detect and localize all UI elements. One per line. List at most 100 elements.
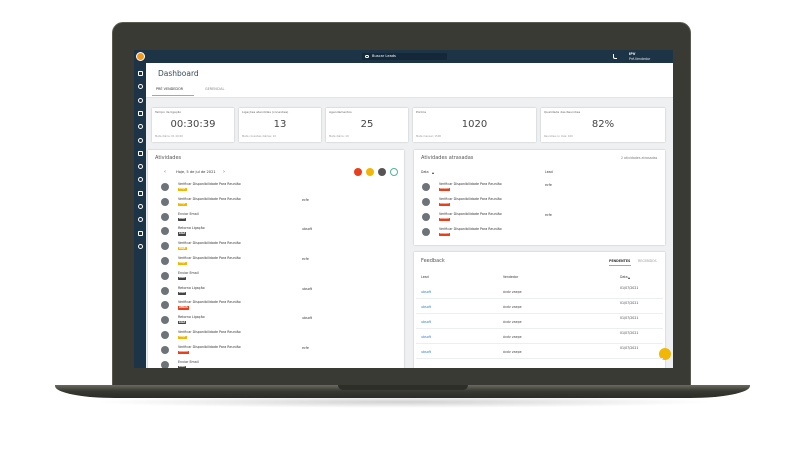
activity-icon xyxy=(161,212,169,221)
activity-icon xyxy=(422,228,430,236)
activity-title[interactable]: Retorno Ligação xyxy=(178,226,205,231)
feedback-date: 01/07/2021 xyxy=(620,331,639,335)
feedback-date: 01/07/2021 xyxy=(620,316,639,320)
panel-title: Atividades atrasadas xyxy=(421,155,474,161)
activity-lead[interactable]: ecfe xyxy=(302,345,309,350)
sidebar-icon[interactable] xyxy=(137,124,143,130)
activities-panel xyxy=(148,150,404,368)
feedback-lead[interactable]: ubsoft xyxy=(421,290,431,294)
activity-title[interactable]: Verificar Disponibilidade Para Reunião xyxy=(178,196,241,201)
sidebar-icon[interactable] xyxy=(137,204,143,209)
prev-day[interactable]: ‹ xyxy=(164,169,166,175)
sidebar-icon[interactable] xyxy=(137,190,143,196)
feedback-lead[interactable]: ubsoft xyxy=(421,335,431,339)
activity-title[interactable]: Verificar Disponibilidade Para Reunião xyxy=(178,330,241,334)
filter-dot[interactable] xyxy=(378,168,386,176)
activity-title[interactable]: Verificar Disponibilidade Para Reunião xyxy=(439,182,502,186)
feedback-tab[interactable]: PENDENTES xyxy=(609,259,631,263)
activity-lead[interactable]: ubsoft xyxy=(302,286,312,291)
activity-title[interactable]: Verificar Disponibilidade Para Reunião xyxy=(439,227,502,231)
kpi-goal: Meta diária: 01:10:00 xyxy=(155,135,183,138)
activity-lead[interactable]: ubsoft xyxy=(302,227,312,232)
phone-icon[interactable] xyxy=(613,54,617,59)
activity-title[interactable]: Enviar Email xyxy=(178,211,199,216)
column-header: Lead xyxy=(545,170,553,174)
sidebar-icon[interactable] xyxy=(137,243,143,249)
filter-dot[interactable] xyxy=(390,168,398,176)
panel-title: Atividades xyxy=(155,155,182,161)
activity-icon xyxy=(161,345,169,354)
activity-title[interactable]: Retorno Ligação xyxy=(178,285,205,290)
sidebar-icon[interactable] xyxy=(137,84,143,90)
sidebar-icon[interactable] xyxy=(137,150,143,156)
sidebar xyxy=(134,63,146,368)
feedback-tab[interactable]: RECEBIDOS xyxy=(638,259,657,263)
activity-icon xyxy=(161,242,169,251)
sidebar-icon[interactable] xyxy=(137,71,143,76)
activity-tag: LIGA xyxy=(178,290,187,295)
feedback-lead[interactable]: ubsoft xyxy=(421,305,431,309)
search-placeholder[interactable]: Buscar Leads xyxy=(372,53,396,58)
activity-tag: LIGA xyxy=(178,320,187,325)
activity-title[interactable]: Enviar Email xyxy=(178,359,199,364)
tab[interactable]: PRÉ VENDEDOR xyxy=(156,87,184,91)
activity-tag: ATRAS xyxy=(178,350,189,354)
title-bar xyxy=(146,63,673,98)
activity-title[interactable]: Verificar Disponibilidade Para Reunião xyxy=(178,241,241,246)
activity-tag: HOJE xyxy=(178,335,187,340)
filter-dot[interactable] xyxy=(354,168,362,176)
activity-title[interactable]: Verificar Disponibilidade Para Reunião xyxy=(439,212,502,216)
activity-title[interactable]: Verificar Disponibilidade Para Reunião xyxy=(178,256,241,260)
sidebar-icon[interactable] xyxy=(137,230,143,236)
activity-icon xyxy=(422,198,430,206)
kpi-value: 13 xyxy=(273,119,287,130)
sidebar-icon[interactable] xyxy=(137,97,143,103)
help-button[interactable] xyxy=(659,348,671,360)
activity-title[interactable]: Verificar Disponibilidade Para Reunião xyxy=(178,300,241,305)
feedback-date: 01/07/2021 xyxy=(620,301,639,305)
activity-icon xyxy=(422,213,430,221)
feedback-lead[interactable]: ubsoft xyxy=(421,350,431,354)
activity-lead[interactable]: ecfe xyxy=(302,197,309,202)
kpi-goal: Meta conexões diárias: 10 xyxy=(242,135,276,138)
sidebar-icon[interactable] xyxy=(137,217,143,223)
activity-lead[interactable]: ubsoft xyxy=(302,316,312,321)
activity-lead[interactable]: ecfe xyxy=(545,183,552,187)
activity-lead[interactable]: ecfe xyxy=(545,213,552,217)
activity-title[interactable]: Enviar Email xyxy=(178,270,199,275)
row-divider xyxy=(416,313,663,314)
tab[interactable]: GERENCIAL xyxy=(205,87,225,91)
filter-dot[interactable] xyxy=(366,168,374,176)
sidebar-icon[interactable] xyxy=(137,110,143,116)
activity-tag: LIGA xyxy=(178,364,187,368)
activity-icon xyxy=(161,301,169,310)
kpi-value: 25 xyxy=(360,119,374,130)
kpi-goal: Meta diária: 10 xyxy=(329,135,349,138)
kpi-label: Qualidade das Reuniões xyxy=(544,110,581,114)
next-day[interactable]: › xyxy=(223,169,225,175)
activity-title[interactable]: Verificar Disponibilidade Para Reunião xyxy=(439,197,502,201)
kpi-value: 82% xyxy=(591,119,615,130)
feedback-lead[interactable]: ubsoft xyxy=(421,320,431,324)
activity-title[interactable]: Verificar Disponibilidade Para Reunião xyxy=(178,344,241,349)
panel-title: Feedback xyxy=(421,258,445,264)
kpi-label: Pontos xyxy=(416,110,427,114)
user-name[interactable]: IPV xyxy=(629,52,636,56)
search-box[interactable] xyxy=(362,53,447,60)
activity-date: Hoje, 5 de jul de 2021 xyxy=(176,170,216,174)
activity-lead[interactable]: ecfe xyxy=(302,257,309,261)
row-divider xyxy=(416,343,663,344)
activity-tag: LIGA xyxy=(178,231,187,236)
sidebar-icon[interactable] xyxy=(137,164,143,170)
activity-icon xyxy=(161,197,169,206)
activity-title[interactable]: Verificar Disponibilidade Para Reunião xyxy=(178,182,241,186)
sidebar-icon[interactable] xyxy=(137,137,143,143)
activity-tag: LIGA xyxy=(178,216,187,221)
sidebar-icon[interactable] xyxy=(137,177,143,183)
feedback-tab-underline xyxy=(609,265,631,266)
activity-icon xyxy=(161,360,169,368)
activity-title[interactable]: Retorno Ligação xyxy=(178,315,205,320)
activity-icon xyxy=(161,271,169,280)
kpi-card xyxy=(152,108,234,142)
screen: Buscar Leads IPV Pré-Vendedor Dashboard … xyxy=(134,50,673,368)
